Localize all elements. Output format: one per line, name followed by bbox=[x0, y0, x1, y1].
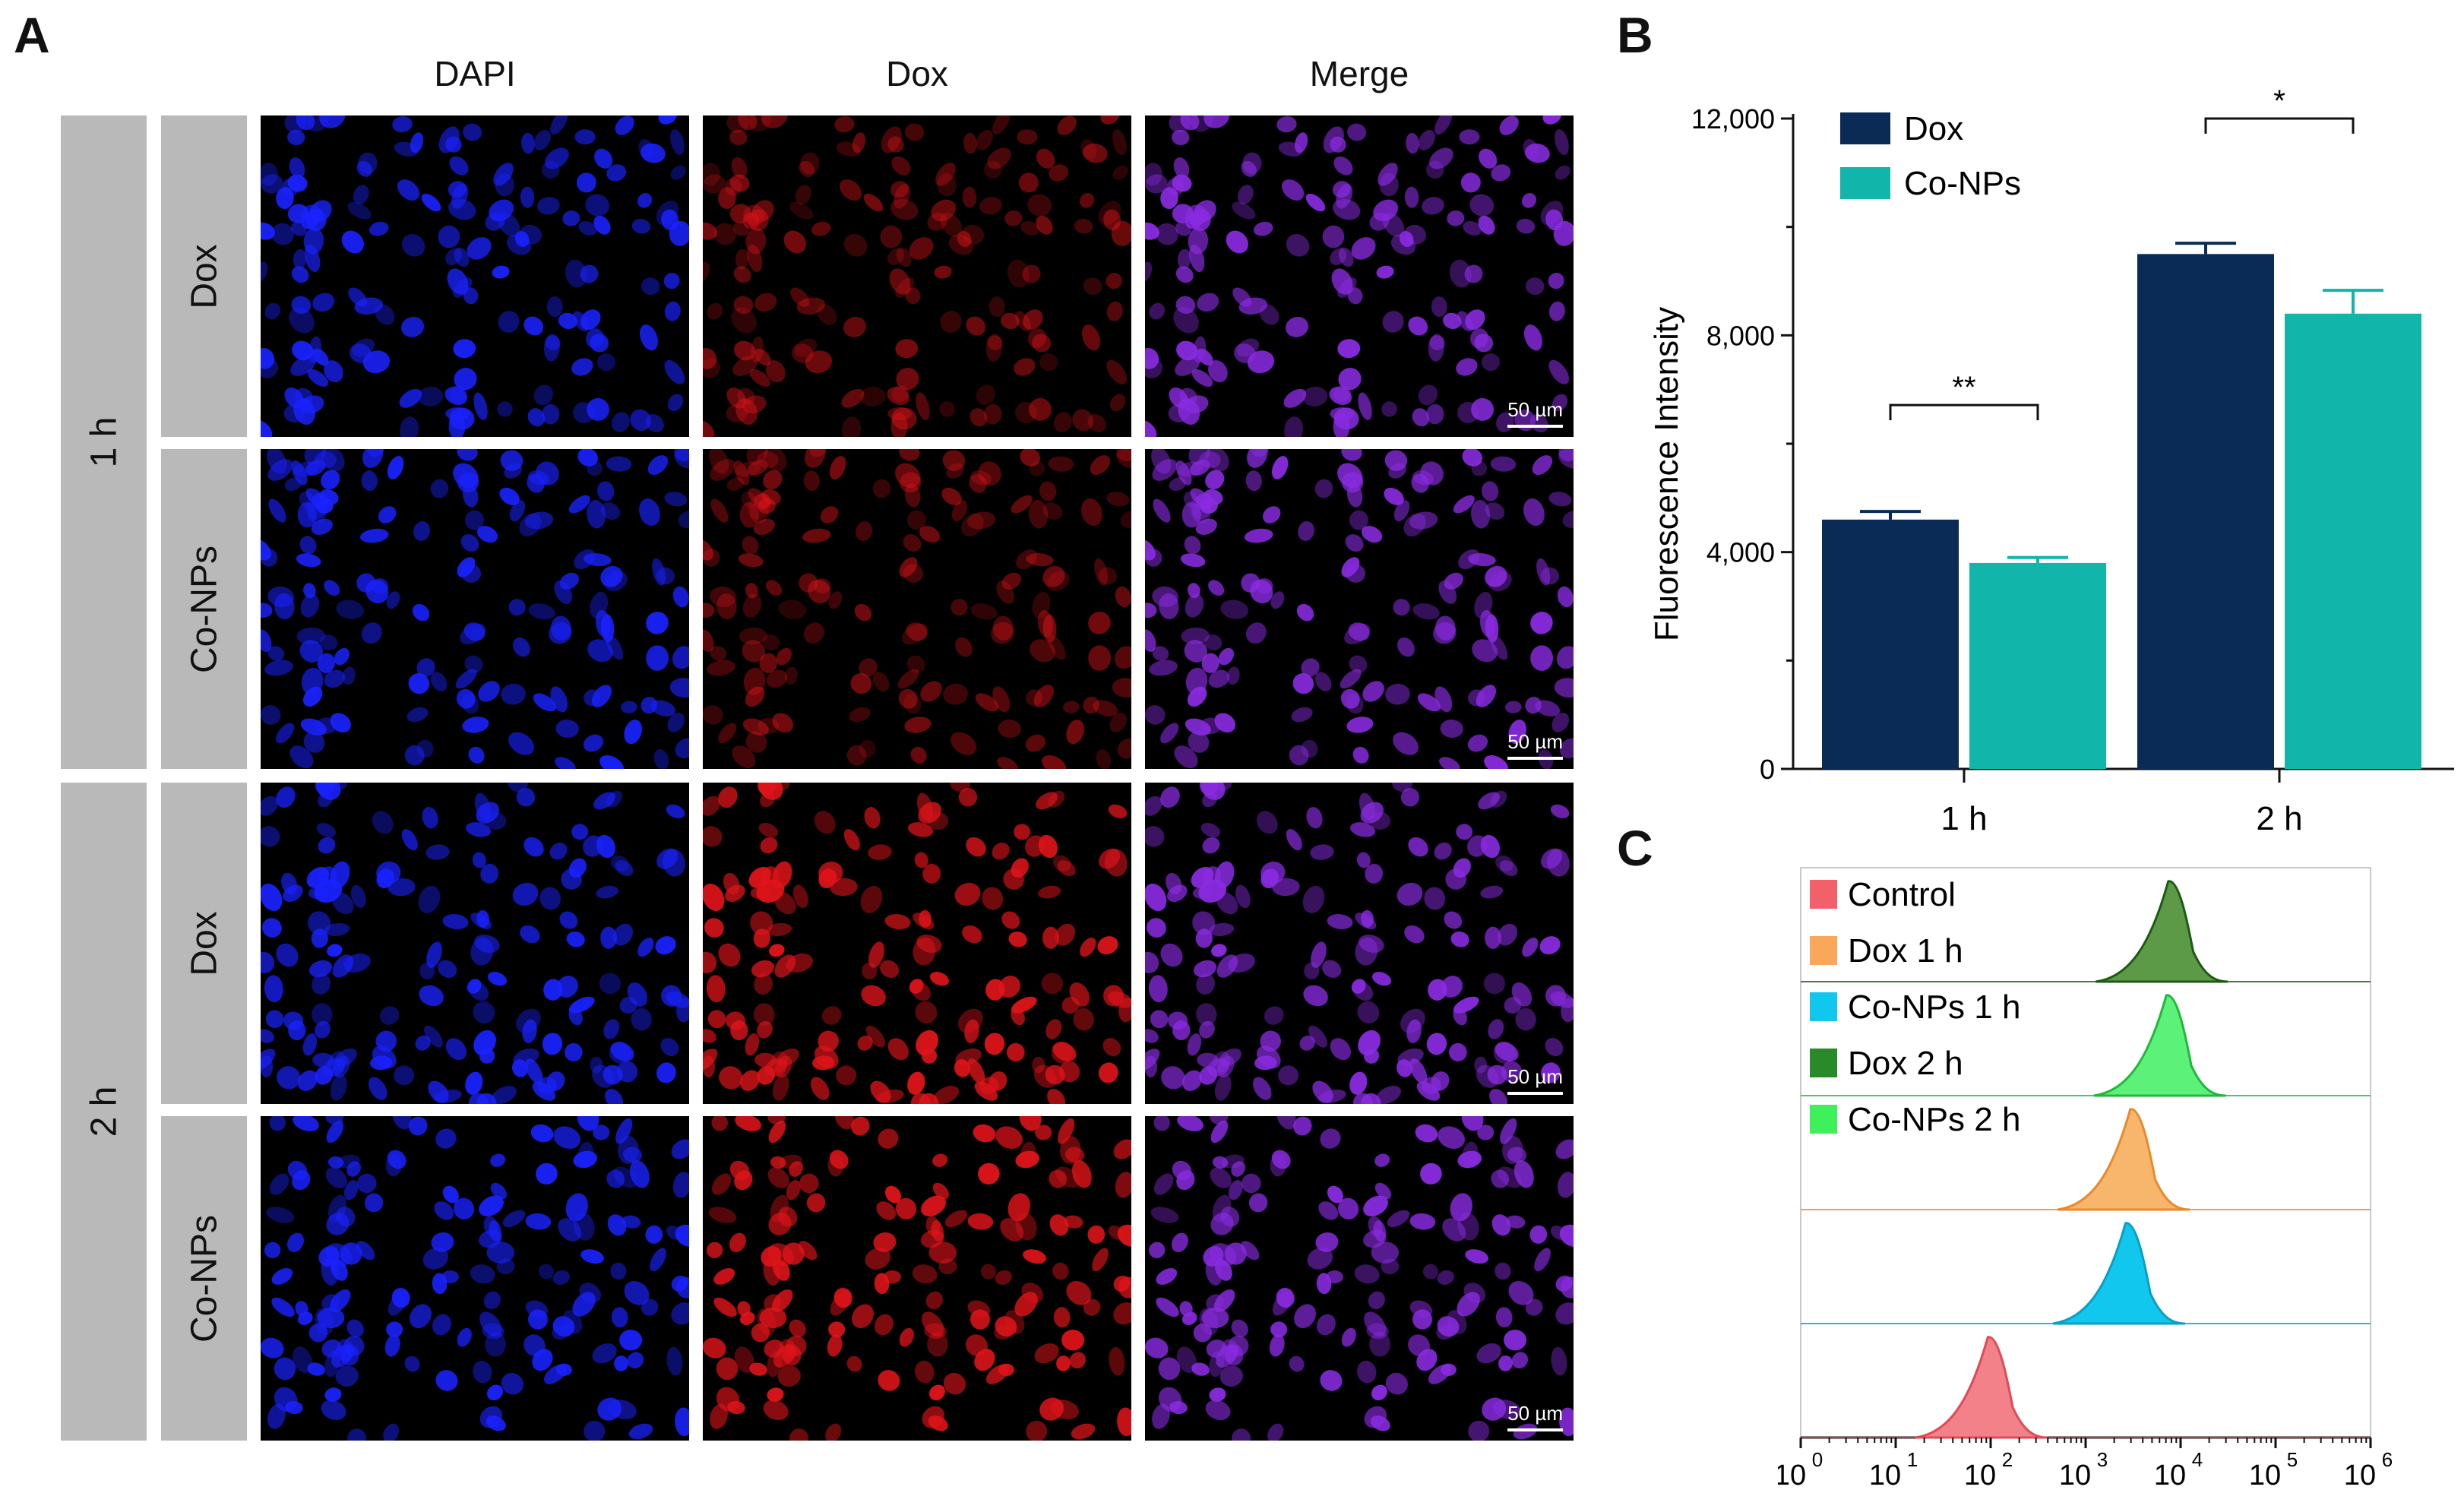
y-tick-label: 8,000 bbox=[1706, 320, 1775, 351]
x-tick-label: 10 bbox=[2059, 1460, 2091, 1491]
bar-dox-1h bbox=[1822, 519, 1959, 769]
x-tick-exponent: 4 bbox=[2192, 1448, 2203, 1471]
x-tick-exponent: 5 bbox=[2287, 1448, 2298, 1471]
x-tick-label: 10 bbox=[2344, 1460, 2376, 1491]
significance-label: ** bbox=[1952, 371, 1975, 404]
histogram-peak-co-nps-1-h bbox=[2052, 1222, 2185, 1325]
histogram-peak-control bbox=[1915, 1336, 2048, 1439]
scale-bar-line bbox=[1507, 1428, 1563, 1431]
histogram-peak-dox-1-h bbox=[2058, 1108, 2190, 1211]
bar-co-nps-1h bbox=[1969, 562, 2106, 769]
x-tick-label: 1 h bbox=[1941, 800, 1987, 837]
x-tick-label: 10 bbox=[2154, 1460, 2186, 1491]
row-label-text: Dox bbox=[184, 910, 224, 976]
histogram-peak-co-nps-2-h bbox=[2093, 994, 2226, 1097]
micrograph-dox-row1 bbox=[703, 115, 1131, 437]
panel-label-b: B bbox=[1617, 7, 1653, 63]
x-tick-label: 10 bbox=[1869, 1460, 1901, 1491]
time-label-2h-text: 2 h bbox=[84, 1086, 124, 1137]
bar-co-nps-2h bbox=[2285, 313, 2421, 769]
time-label-1h-text: 1 h bbox=[84, 416, 124, 468]
scale-bar-label: 50 µm bbox=[1507, 730, 1563, 753]
micrograph-merge-row2: 50 µm bbox=[1145, 449, 1574, 769]
scale-bar: 50 µm bbox=[1507, 1402, 1563, 1431]
scale-bar-label: 50 µm bbox=[1507, 1065, 1563, 1088]
x-tick-exponent: 6 bbox=[2382, 1448, 2393, 1471]
legend-label: Dox 1 h bbox=[1848, 932, 1963, 970]
bar-dox-2h bbox=[2137, 254, 2274, 769]
micrograph-merge-row3: 50 µm bbox=[1145, 783, 1574, 1104]
y-tick-label: 12,000 bbox=[1691, 103, 1775, 134]
legend-label: Co-NPs bbox=[1904, 165, 2021, 202]
significance-label: * bbox=[2273, 84, 2285, 118]
bar-chart: 0 4,000 8,000 12,000 Fluorescence Intensity 1… bbox=[1648, 84, 2454, 837]
time-label-1h: 1 h bbox=[61, 115, 147, 769]
scale-bar-line bbox=[1507, 757, 1563, 760]
panel-label-c: C bbox=[1617, 820, 1653, 876]
y-axis-label: Fluorescence Intensity bbox=[1648, 307, 1685, 641]
micrograph-merge-row4: 50 µm bbox=[1145, 1116, 1574, 1441]
histogram-peak-dox-2-h bbox=[2096, 880, 2228, 983]
y-tick-label: 4,000 bbox=[1706, 537, 1775, 568]
legend-swatch-co-nps-1-h bbox=[1810, 992, 1837, 1021]
micrograph-dox-row4 bbox=[703, 1116, 1131, 1441]
legend-label: Control bbox=[1848, 876, 1956, 913]
row-label-text: Co-NPs bbox=[184, 545, 224, 673]
y-tick-label: 0 bbox=[1760, 754, 1775, 785]
x-tick-label: 10 bbox=[1778, 1460, 1806, 1491]
micrograph-dapi-row3 bbox=[261, 783, 689, 1104]
micrograph-merge-row1: 50 µm bbox=[1145, 115, 1574, 437]
row-label-dox-1h: Dox bbox=[161, 115, 247, 437]
significance-bracket bbox=[2204, 117, 2355, 134]
micrograph-dox-row3 bbox=[703, 783, 1131, 1104]
flow-histogram: 10 0 10 1 10 2 10 3 10 4 10 5 10 6 Control Dox 1 h Co-NP… bbox=[1778, 867, 2393, 1491]
row-label-text: Co-NPs bbox=[184, 1214, 224, 1343]
legend-label: Dox bbox=[1904, 110, 1963, 147]
row-label-conps-2h: Co-NPs bbox=[161, 1116, 247, 1441]
x-tick-exponent: 3 bbox=[2097, 1448, 2108, 1471]
x-tick-exponent: 0 bbox=[1812, 1448, 1823, 1471]
legend-swatch-co-nps bbox=[1840, 167, 1890, 199]
scale-bar: 50 µm bbox=[1507, 730, 1563, 760]
column-header-dapi: DAPI bbox=[434, 54, 516, 93]
legend-swatch-dox-2-h bbox=[1810, 1049, 1837, 1077]
micrograph-dapi-row1 bbox=[261, 115, 689, 437]
scale-bar-line bbox=[1507, 1092, 1563, 1095]
micrograph-dapi-row4 bbox=[261, 1116, 689, 1441]
row-label-dox-2h: Dox bbox=[161, 783, 247, 1104]
scale-bar-label: 50 µm bbox=[1507, 398, 1563, 421]
scale-bar-line bbox=[1507, 425, 1563, 428]
panel-label-a: A bbox=[14, 7, 50, 63]
x-tick-label: 10 bbox=[2249, 1460, 2281, 1491]
micrograph-dox-row2 bbox=[703, 449, 1131, 769]
row-label-conps-1h: Co-NPs bbox=[161, 449, 247, 769]
scale-bar-label: 50 µm bbox=[1507, 1402, 1563, 1425]
legend-swatch-dox bbox=[1840, 112, 1890, 144]
scale-bar: 50 µm bbox=[1507, 1065, 1563, 1095]
row-label-text: Dox bbox=[184, 243, 224, 309]
micrograph-dapi-row2 bbox=[261, 449, 689, 769]
time-label-2h: 2 h bbox=[61, 783, 147, 1441]
x-tick-exponent: 1 bbox=[1907, 1448, 1918, 1471]
x-tick-label: 10 bbox=[1964, 1460, 1996, 1491]
scale-bar: 50 µm bbox=[1507, 398, 1563, 428]
x-tick-exponent: 2 bbox=[2002, 1448, 2013, 1471]
column-header-dox: Dox bbox=[886, 54, 948, 93]
legend-label: Dox 2 h bbox=[1848, 1045, 1963, 1082]
legend-label: Co-NPs 1 h bbox=[1848, 988, 2020, 1026]
column-header-merge: Merge bbox=[1309, 54, 1409, 93]
legend-swatch-dox-1-h bbox=[1810, 936, 1837, 965]
x-tick-label: 2 h bbox=[2256, 800, 2302, 837]
legend-label: Co-NPs 2 h bbox=[1848, 1101, 2020, 1138]
significance-bracket bbox=[1889, 403, 2039, 421]
legend-swatch-control bbox=[1810, 880, 1837, 909]
legend-swatch-co-nps-2-h bbox=[1810, 1105, 1837, 1134]
